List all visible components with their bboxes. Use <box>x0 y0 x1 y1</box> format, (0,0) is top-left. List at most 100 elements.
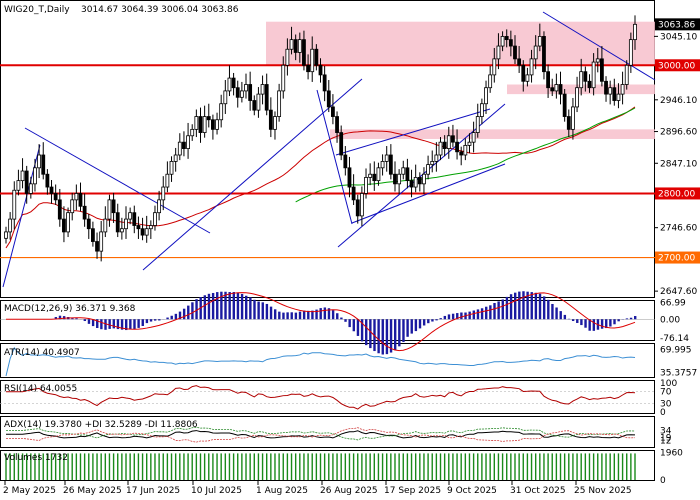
macd-bar <box>236 292 240 320</box>
candle-bear <box>45 173 50 188</box>
macd-bar <box>414 319 418 332</box>
candle-bear <box>211 119 215 130</box>
level-tag-label: 3000.00 <box>658 61 695 71</box>
macd-bar <box>468 311 471 320</box>
y-tick-label: 2746.60 <box>660 224 697 234</box>
atr-title: ATR(14) 40.4907 <box>4 348 80 358</box>
candle-bear <box>417 177 422 185</box>
macd-bar <box>613 319 616 325</box>
macd-bar <box>112 319 115 329</box>
macd-bar <box>191 302 194 320</box>
candle-bull <box>119 228 124 233</box>
macd-bar <box>265 303 269 320</box>
level-tag <box>655 251 700 264</box>
macd-bar <box>460 312 463 320</box>
macd-bar <box>116 319 120 330</box>
macd-bar <box>220 291 223 320</box>
macd-bar <box>58 315 62 320</box>
macd-bar <box>617 319 620 322</box>
macd-bar <box>298 311 302 320</box>
trend-line <box>351 163 506 224</box>
candle-bull <box>633 23 637 41</box>
y-tick-label: 2847.10 <box>660 159 697 169</box>
candle-bull <box>239 90 244 98</box>
macd-bar <box>584 319 587 328</box>
macd-bar <box>592 319 596 331</box>
macd-bar <box>559 311 562 320</box>
trend-line <box>335 108 491 156</box>
x-tick-label: 26 May 2025 <box>63 486 122 496</box>
candle-bear <box>82 205 87 220</box>
candle-bear <box>24 170 29 194</box>
candle-bull <box>12 189 17 220</box>
macd-bar <box>551 303 554 320</box>
macd-bar <box>195 299 198 320</box>
macd-bar <box>149 319 153 322</box>
macd-bar <box>493 302 496 320</box>
atr-tick-label: 35.3757 <box>660 368 697 378</box>
volume-panel: 1960 0 <box>5 449 683 486</box>
candle-bull <box>446 135 451 149</box>
resistance-zone <box>266 21 655 66</box>
macd-bar <box>315 309 318 320</box>
candle-bear <box>335 116 339 133</box>
candle-bear <box>140 228 145 236</box>
candle-bull <box>376 167 381 182</box>
macd-bar <box>576 319 579 323</box>
macd-bar <box>282 312 285 320</box>
macd-tick-label: 66.99 <box>660 299 686 309</box>
macd-bar <box>480 308 484 320</box>
macd-bar <box>137 319 140 328</box>
candle-bull <box>190 128 195 137</box>
y-tick-label: 2946.10 <box>660 96 697 106</box>
trend-line <box>316 89 353 225</box>
macd-bar <box>187 305 190 320</box>
candle-bull <box>66 212 70 233</box>
ohlc-label: 3014.67 3064.39 3006.04 3063.86 <box>81 5 239 15</box>
macd-panel-frame <box>0 300 655 341</box>
candle-bull <box>20 170 25 182</box>
macd-bar <box>62 316 66 320</box>
y-tick-label: 2647.60 <box>660 287 697 297</box>
candle-bull <box>227 77 232 92</box>
candle-bull <box>281 64 286 92</box>
macd-bar <box>211 292 215 320</box>
macd-bar <box>294 312 298 320</box>
macd-bar <box>302 310 306 320</box>
macd-bar <box>108 319 111 329</box>
candle-bear <box>91 228 95 242</box>
candle-bear <box>53 193 58 201</box>
candle-bear <box>583 71 588 82</box>
candle-bull <box>359 193 364 217</box>
macd-bar <box>245 295 248 320</box>
candle-bull <box>422 173 426 185</box>
level-tag <box>655 59 700 72</box>
macd-bar <box>278 311 281 320</box>
macd-bar <box>125 319 128 331</box>
time-axis: 2 May 2025 26 May 2025 17 Jun 2025 10 Jul 2… <box>3 481 632 496</box>
current-price-tag <box>655 18 700 31</box>
macd-bar <box>120 319 124 330</box>
macd-bar <box>393 319 397 351</box>
candle-bull <box>484 87 488 105</box>
macd-bar <box>344 319 347 322</box>
candle-bull <box>496 45 501 60</box>
candle-bull <box>537 36 542 47</box>
candle-bull <box>148 225 153 230</box>
candle-bear <box>587 80 592 89</box>
candle-bear <box>388 154 393 175</box>
macd-bar <box>336 313 339 320</box>
candle-bear <box>268 109 273 130</box>
candle-bear <box>318 64 323 76</box>
candle-bull <box>244 84 248 92</box>
candle-bull <box>273 116 277 130</box>
x-tick-label: 9 Oct 2025 <box>447 486 497 496</box>
candle-bear <box>550 87 555 92</box>
candle-bull <box>575 87 579 108</box>
adx-panel-frame <box>0 416 655 448</box>
macd-bar <box>319 308 322 320</box>
macd-bar <box>547 299 550 320</box>
macd-bar <box>91 319 95 327</box>
candle-bull <box>128 212 133 220</box>
